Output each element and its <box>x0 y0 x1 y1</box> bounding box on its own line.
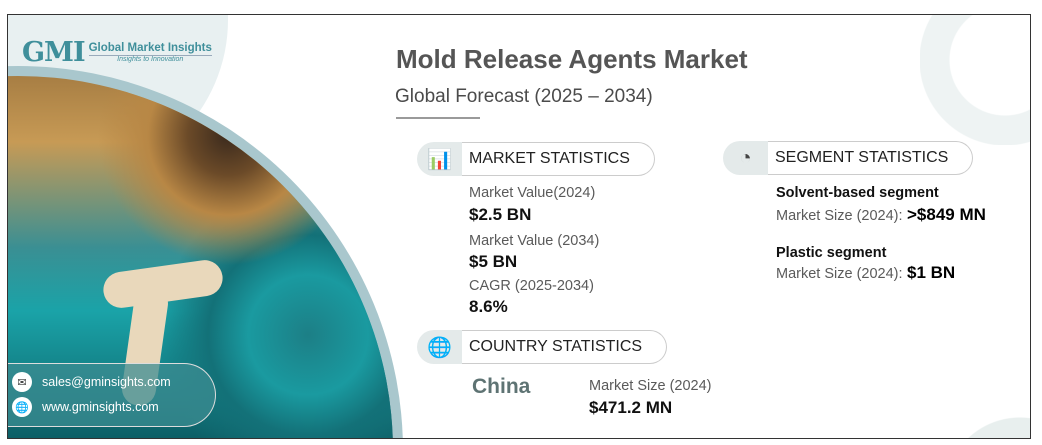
stat-label: Market Size (2024): <box>776 266 903 282</box>
stat-value: $1 BN <box>906 263 956 282</box>
segment-chart-icon: ◔ <box>723 141 768 175</box>
segment-statistics-header: ◔ SEGMENT STATISTICS <box>723 141 974 175</box>
gmi-logo: GMI Global Market Insights Insights to I… <box>22 37 212 68</box>
stat-value: $471.2 MN <box>589 398 673 417</box>
segment-name: Plastic segment <box>776 245 887 261</box>
stat-value: >$849 MN <box>906 205 986 224</box>
divider <box>396 117 480 119</box>
globe-icon: 🌐 <box>417 330 462 364</box>
stat-label: Market Value(2024) <box>469 185 596 201</box>
chart-globe-icon: 📊 <box>417 142 462 176</box>
contact-panel: ✉ sales@gminsights.com 🌐 www.gminsights.co… <box>8 363 216 427</box>
stat-label: CAGR (2025-2034) <box>469 278 594 294</box>
page-title: Mold Release Agents Market <box>396 44 748 74</box>
stat-value: 8.6% <box>469 297 508 316</box>
logo-tagline: Insights to Innovation <box>117 56 184 63</box>
background-decoration <box>920 15 1030 145</box>
market-statistics-header: 📊 MARKET STATISTICS <box>417 142 655 176</box>
globe-icon: 🌐 <box>12 397 32 417</box>
country-statistics-header: 🌐 COUNTRY STATISTICS <box>417 330 668 364</box>
stat-label: Market Size (2024) <box>589 378 712 394</box>
section-heading: COUNTRY STATISTICS <box>462 330 668 364</box>
section-heading: SEGMENT STATISTICS <box>768 141 974 175</box>
background-decoration <box>930 378 1030 438</box>
logo-name: Global Market Insights <box>88 42 212 56</box>
country-name: China <box>472 375 531 398</box>
segment-row: Market Size (2024): >$849 MN <box>776 205 986 225</box>
infographic: GMI Global Market Insights Insights to I… <box>7 14 1031 439</box>
page-subtitle: Global Forecast (2025 – 2034) <box>395 86 653 107</box>
segment-name: Solvent-based segment <box>776 185 939 201</box>
segment-row: Market Size (2024): $1 BN <box>776 263 955 283</box>
section-heading: MARKET STATISTICS <box>462 142 655 176</box>
stat-value: $2.5 BN <box>469 205 532 224</box>
stat-label: Market Value (2034) <box>469 233 600 249</box>
stat-label: Market Size (2024): <box>776 208 903 224</box>
stat-value: $5 BN <box>469 252 518 271</box>
email-link[interactable]: sales@gminsights.com <box>42 375 171 389</box>
mail-icon: ✉ <box>12 372 32 392</box>
logo-mark: GMI <box>22 37 86 68</box>
website-link[interactable]: www.gminsights.com <box>42 400 159 414</box>
